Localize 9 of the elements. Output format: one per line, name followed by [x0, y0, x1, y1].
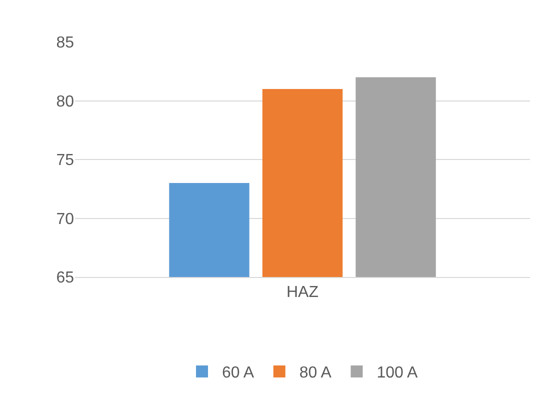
- legend-label: 60 A: [222, 364, 254, 382]
- y-tick-label: 75: [56, 152, 74, 170]
- y-tick-label: 80: [56, 93, 74, 110]
- y-tick-label: 70: [56, 210, 74, 228]
- y-tick-label: 65: [56, 270, 74, 287]
- legend-label: 100 A: [376, 364, 418, 382]
- legend-label: 80 A: [299, 364, 332, 382]
- y-tick-label: 85: [56, 34, 74, 52]
- x-tick-label: HAZ: [286, 284, 319, 302]
